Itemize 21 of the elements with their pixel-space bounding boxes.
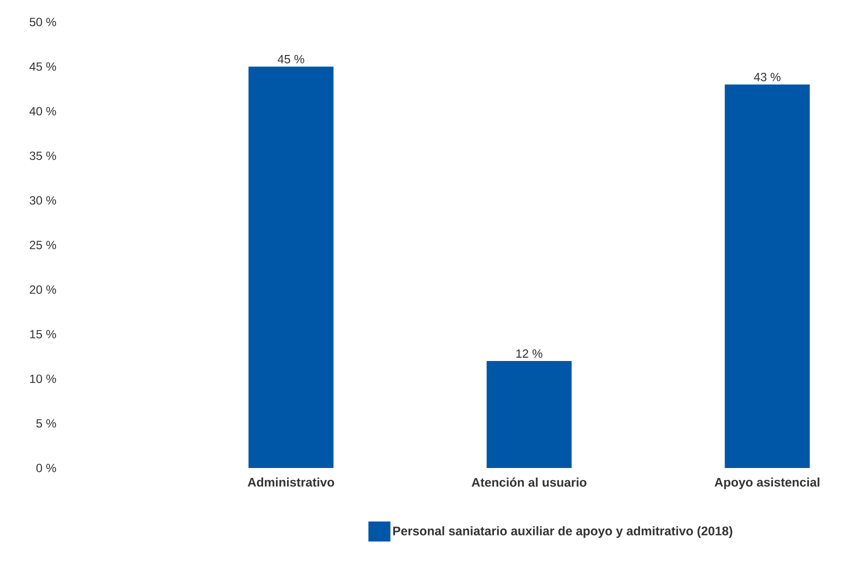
y-tick-label: 30 % bbox=[30, 196, 56, 205]
x-tick-label: Apoyo asistencial bbox=[714, 478, 820, 490]
y-tick-label: 35 % bbox=[30, 152, 56, 160]
data-label: 45 % bbox=[278, 54, 304, 64]
y-tick-label: 20 % bbox=[30, 285, 56, 294]
y-tick-label: 50 % bbox=[30, 18, 56, 26]
y-tick-label: 15 % bbox=[30, 330, 56, 338]
bar bbox=[248, 66, 334, 468]
x-tick-label: Atención al usuario bbox=[472, 478, 586, 487]
y-tick-label: 5 % bbox=[36, 419, 56, 428]
y-tick-label: 40 % bbox=[30, 106, 56, 116]
bar bbox=[486, 360, 572, 468]
y-tick-label: 0 % bbox=[36, 464, 56, 472]
bar bbox=[724, 84, 810, 468]
data-label: 12 % bbox=[516, 349, 542, 358]
y-tick-label: 25 % bbox=[30, 240, 56, 250]
y-tick-label: 10 % bbox=[30, 374, 56, 384]
x-tick-label: Administrativo bbox=[248, 478, 334, 487]
y-tick-label: 45 % bbox=[30, 62, 56, 71]
legend-label: Personal saniatario auxiliar de apoyo y admitrativo (2018) bbox=[393, 526, 732, 538]
data-label: 43 % bbox=[754, 72, 780, 82]
